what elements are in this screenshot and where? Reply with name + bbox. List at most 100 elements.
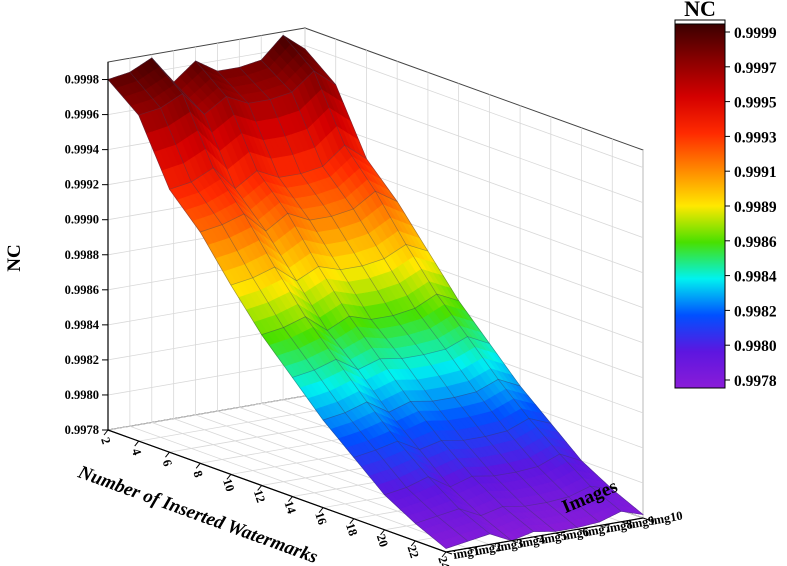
- y-tick: [511, 540, 518, 544]
- x-tick-label: 22: [404, 544, 421, 560]
- x-tick: [103, 429, 109, 436]
- y-tick-label: img8: [605, 517, 633, 535]
- y-tick-label: img1: [452, 544, 480, 562]
- colorbar-gradient-rect: [674, 23, 726, 389]
- x-tick: [134, 440, 140, 447]
- x-tick: [257, 485, 263, 491]
- y-tick-label: img9: [627, 513, 655, 531]
- colorbar-tick-label: 0.9982: [734, 303, 777, 320]
- mesh-line-img: [151, 57, 491, 535]
- x-tick-label: 20: [374, 532, 391, 548]
- z-axis-title: NC: [4, 244, 25, 271]
- x-tick: [287, 496, 293, 502]
- x-tick-label: 6: [160, 458, 175, 468]
- y-tick-label: img10: [649, 508, 684, 527]
- mesh-line-wm: [292, 336, 490, 378]
- colorbar-tick-label: 0.9999: [734, 25, 777, 42]
- x-tick: [441, 551, 447, 558]
- colorbar-tick-label: 0.9989: [734, 199, 777, 216]
- colorbar-tick-label: 0.9978: [734, 373, 777, 390]
- x-tick: [349, 518, 355, 525]
- x-tick-label: 8: [190, 469, 205, 479]
- mesh-line-img: [129, 71, 469, 542]
- z-tick-label: 0.9990: [65, 213, 99, 227]
- y-tick-label: img6: [562, 525, 590, 543]
- y-tick: [533, 536, 540, 540]
- x-tick-label: 4: [129, 447, 144, 458]
- x-tick-label: 14: [282, 499, 299, 516]
- x-tick: [318, 507, 324, 513]
- z-tick-label: 0.9984: [65, 318, 100, 332]
- mesh-line-wm: [353, 418, 551, 458]
- x-tick-label: 10: [220, 477, 237, 493]
- y-tick-label: img7: [583, 521, 611, 539]
- mesh-line-wm: [230, 244, 429, 286]
- x-tick-label: 2: [98, 436, 113, 446]
- z-tick-label: 0.9988: [65, 248, 99, 262]
- x-axis-line: [107, 429, 447, 553]
- colorbar-cap: [674, 19, 726, 25]
- colorbar: 0.9999 0.9997 0.9995 0.9993 0.9991 0.9989 0.99…: [674, 19, 777, 390]
- mesh-line-wm: [445, 510, 644, 549]
- mesh-line-wm: [169, 144, 367, 190]
- x-tick: [165, 451, 170, 458]
- colorbar-tick-label: 0.9995: [734, 95, 777, 112]
- mesh-line-wm: [384, 453, 582, 496]
- mesh-line-img: [195, 60, 534, 532]
- y-tick-label: img2: [474, 540, 502, 558]
- x-tick-label: 18: [343, 521, 360, 537]
- y-tick: [467, 547, 475, 551]
- y-tick: [577, 528, 584, 532]
- x-gridline-floor: [138, 406, 336, 442]
- y-axis-line: [445, 517, 644, 553]
- y-tick: [445, 551, 453, 555]
- z-tick-label: 0.9992: [65, 178, 99, 192]
- colorbar-tick-label: 0.9984: [734, 269, 777, 286]
- mesh-line-wm: [261, 293, 459, 336]
- mesh-line-img: [260, 59, 600, 523]
- z-tick-label: 0.9978: [65, 423, 99, 437]
- x-tick: [380, 529, 385, 536]
- chart-axes: 0.9978 0.9980 0.9982 0.9984 0.9986 0.9988 0.99…: [65, 62, 684, 566]
- colorbar-tick-label: 0.9991: [734, 164, 777, 181]
- x-tick: [410, 540, 416, 547]
- y-tick-label: img5: [540, 528, 568, 546]
- y-gridline-floor: [129, 425, 469, 549]
- mesh-line-wm: [415, 485, 613, 524]
- x-tick-label: 12: [251, 488, 268, 504]
- colorbar-title: NC: [684, 0, 716, 21]
- mesh-line-wm: [138, 70, 336, 116]
- z-tick-label: 0.9982: [65, 353, 99, 367]
- mesh-line-wm: [322, 378, 521, 421]
- mesh-line-img: [282, 35, 622, 512]
- x-tick: [195, 462, 201, 469]
- z-tick-label: 0.9980: [65, 388, 99, 402]
- colorbar-tick-label: 0.9986: [734, 234, 777, 251]
- mesh-line-wm: [107, 34, 306, 83]
- z-tick-label: 0.9996: [65, 108, 99, 122]
- x-tick: [226, 474, 232, 480]
- colorbar-tick-label: 0.9997: [734, 60, 777, 77]
- mesh-line-img: [173, 81, 512, 541]
- mesh-line-img: [107, 79, 447, 549]
- z-tick-label: 0.9994: [65, 143, 100, 157]
- y-tick: [642, 517, 650, 521]
- mesh-line-wm: [200, 190, 398, 233]
- surface-mesh: [107, 34, 645, 549]
- mesh-line-img: [239, 67, 578, 528]
- y-tick-label: img4: [518, 532, 547, 550]
- y-tick: [555, 532, 562, 536]
- mesh-line-img: [217, 70, 556, 532]
- y-tick: [489, 543, 496, 547]
- x-tick-label: 24: [435, 555, 452, 566]
- colorbar-tick-label: 0.9980: [734, 338, 777, 355]
- colorbar-tick-label: 0.9993: [734, 129, 777, 146]
- y-tick: [599, 525, 606, 529]
- z-tick-label: 0.9998: [65, 73, 99, 87]
- x-gridline-floor: [107, 395, 306, 431]
- z-tick-label: 0.9986: [65, 283, 99, 297]
- surface-patch: [437, 540, 453, 549]
- y-tick-label: img3: [496, 536, 524, 554]
- y-tick: [620, 521, 628, 525]
